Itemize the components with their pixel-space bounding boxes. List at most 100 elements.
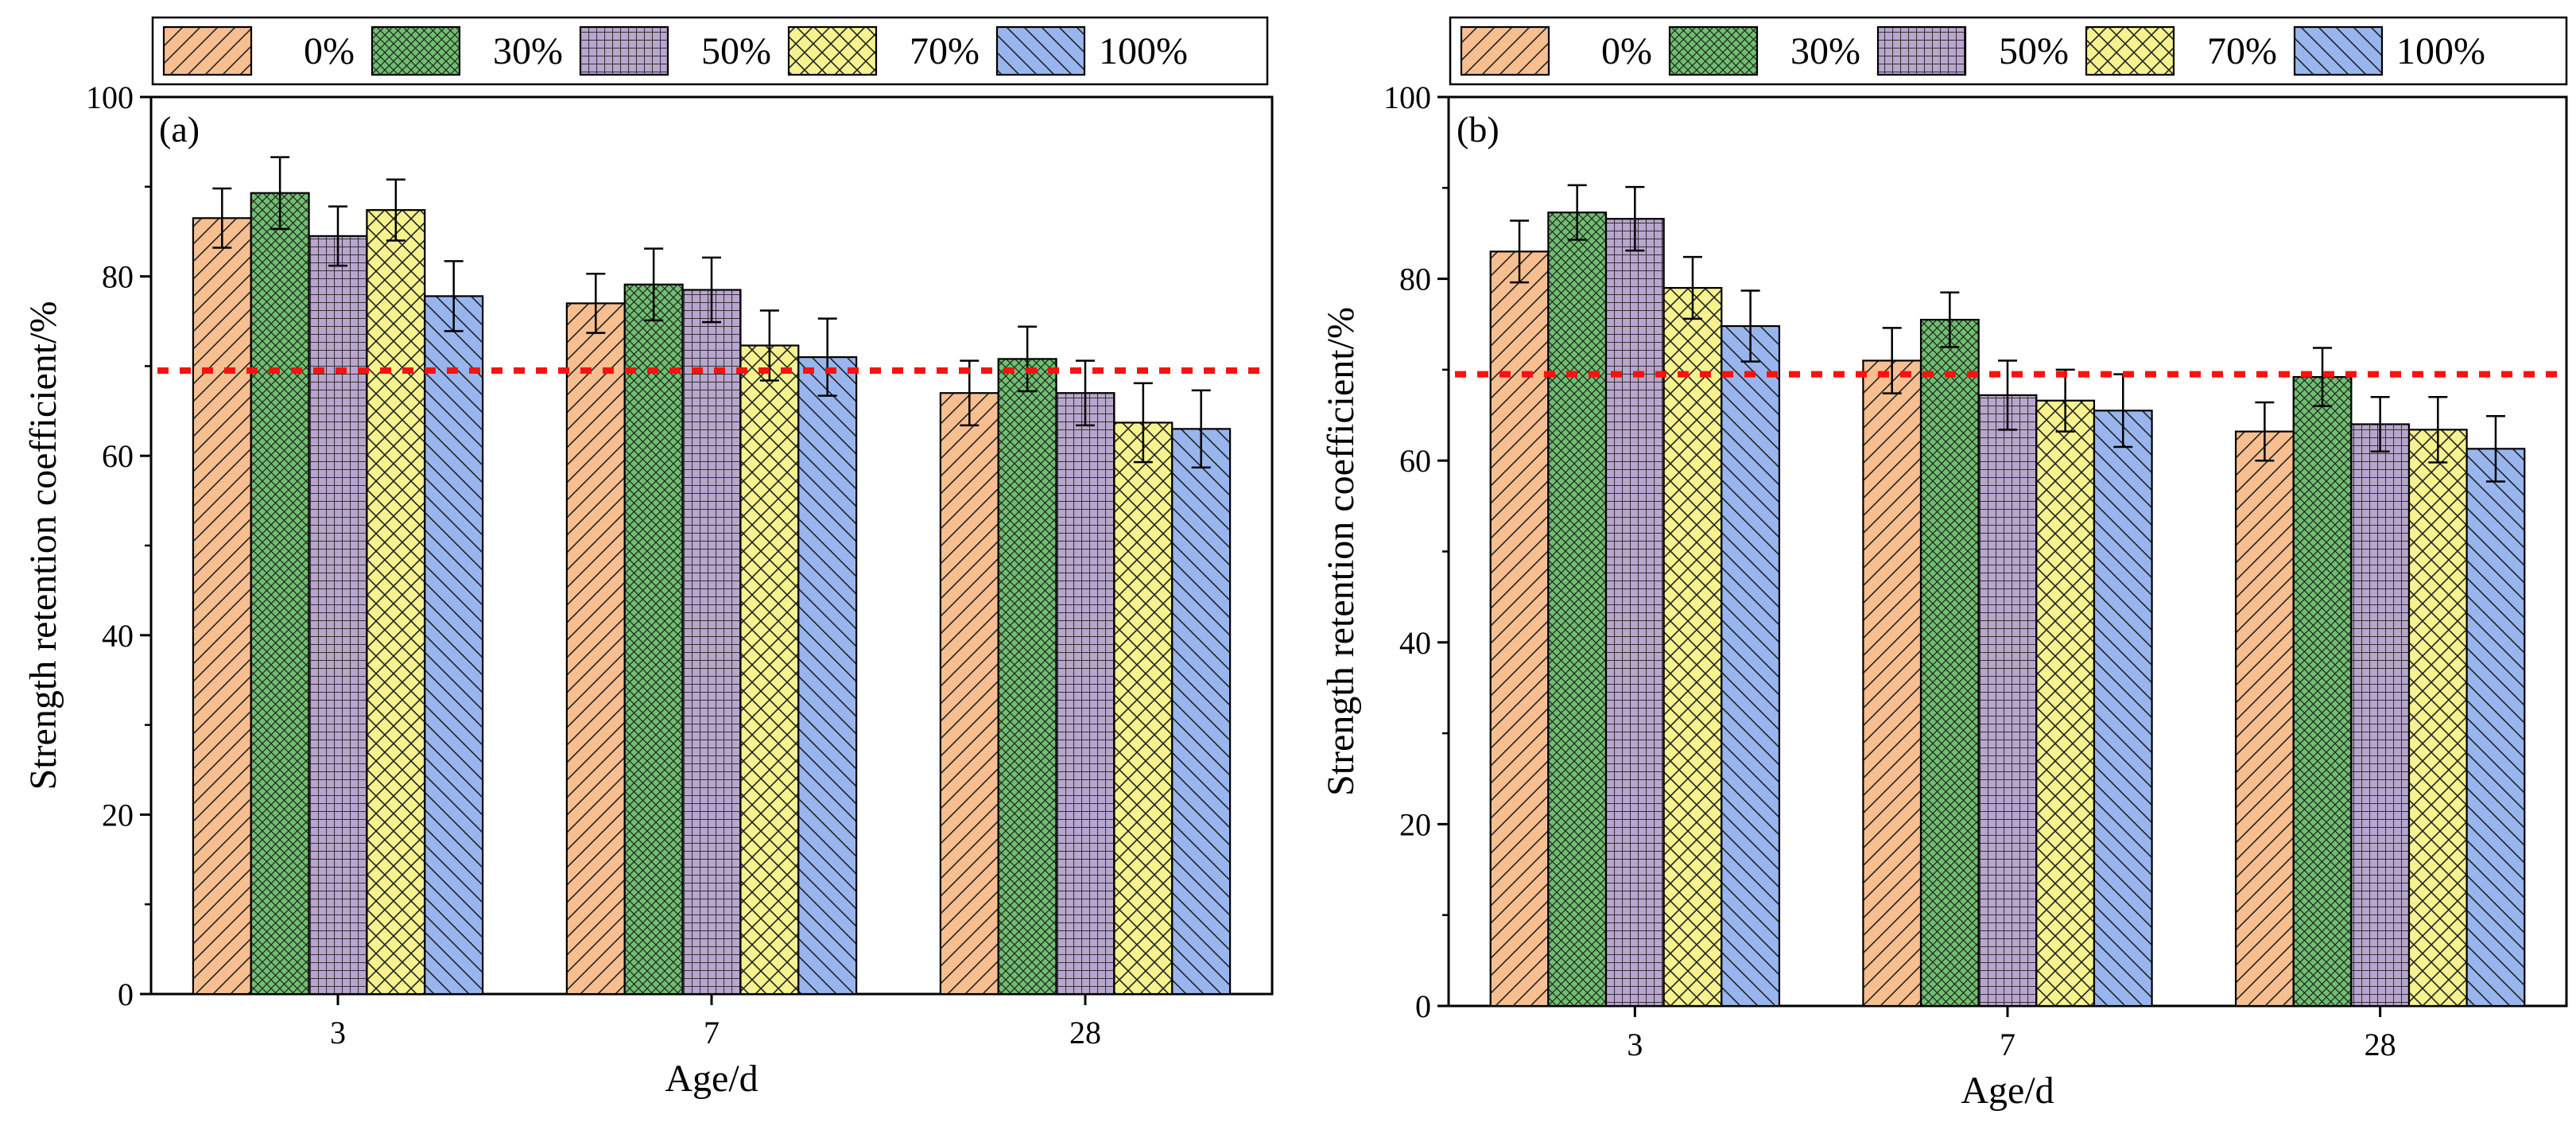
legend-swatch — [370, 25, 461, 76]
y-tick-label: 100 — [86, 80, 134, 115]
x-tick-label: 3 — [1627, 1027, 1643, 1062]
legend: 0% 30% 50% 70% 100% — [1449, 16, 2568, 86]
y-tick-label: 100 — [1383, 80, 1431, 115]
bar — [1489, 250, 1550, 1008]
error-bar — [1018, 325, 1038, 393]
x-tick-label: 28 — [2365, 1027, 2396, 1062]
y-axis-title: Strength retention coefficient/% — [1320, 307, 1362, 796]
error-bar — [2313, 347, 2333, 407]
legend-label: 30% — [493, 30, 563, 72]
x-tick-label: 3 — [330, 1015, 346, 1050]
error-bar — [1567, 184, 1587, 241]
chart-panel-a: 0 20 40 60 80 100 3 7 28 (a) Age/d Strength retenti… — [22, 16, 1274, 1100]
error-bar — [2428, 395, 2448, 464]
bar — [1919, 318, 1980, 1008]
error-bar — [1076, 359, 1095, 427]
bar — [797, 356, 858, 996]
y-tick-label: 40 — [102, 618, 134, 654]
y-tick-label: 0 — [118, 977, 134, 1012]
bar — [1721, 324, 1781, 1008]
error-bar — [2370, 395, 2390, 453]
error-bar — [2255, 401, 2275, 462]
legend-label: 0% — [304, 30, 355, 72]
legend-swatch — [162, 25, 253, 76]
bar — [2350, 423, 2411, 1008]
bar — [1862, 359, 1922, 1008]
legend-swatch — [579, 25, 669, 76]
bar — [1171, 428, 1232, 996]
error-bar — [212, 187, 232, 249]
x-axis-title: Age/d — [1961, 1070, 2054, 1112]
bar — [1055, 392, 1115, 996]
bar — [1113, 421, 1174, 996]
legend-swatch — [1668, 25, 1759, 76]
y-tick-label: 60 — [1399, 443, 1431, 479]
y-tick-label: 80 — [102, 259, 134, 295]
bar — [2465, 448, 2526, 1008]
legend-swatch — [995, 25, 1086, 76]
panel-label: (b) — [1457, 109, 1499, 150]
chart-panel-b: 0 20 40 60 80 100 3 7 28 (b) Age/d Strength retenti… — [1320, 16, 2568, 1112]
bar — [1977, 394, 2038, 1008]
error-bar — [1191, 389, 1211, 469]
error-bar — [1998, 359, 2017, 431]
x-tick-label: 7 — [704, 1015, 720, 1050]
legend-label: 50% — [701, 30, 771, 72]
x-axis-title: Age/d — [665, 1058, 758, 1100]
error-bar — [270, 156, 290, 231]
x-tick-label: 7 — [2000, 1027, 2015, 1062]
error-bar — [386, 178, 405, 242]
error-bar — [1133, 382, 1153, 464]
x-tick-label: 28 — [1069, 1015, 1101, 1050]
error-bar — [2485, 414, 2505, 483]
bar — [1547, 212, 1608, 1008]
bar — [997, 358, 1057, 996]
legend-label: 100% — [2396, 30, 2485, 72]
legend-swatch — [1876, 25, 1967, 76]
legend-swatch — [787, 25, 878, 76]
bar — [681, 289, 742, 996]
error-bar — [328, 205, 347, 267]
y-tick-label: 40 — [1399, 625, 1431, 661]
legend-swatch — [2293, 25, 2384, 76]
error-bar — [586, 272, 606, 334]
legend-swatch — [2085, 25, 2175, 76]
y-tick-label: 0 — [1415, 988, 1431, 1024]
panel-label: (a) — [159, 109, 200, 150]
y-tick-label: 80 — [1399, 262, 1431, 297]
legend-label: 0% — [1601, 30, 1652, 72]
error-bar — [1740, 289, 1760, 363]
legend-label: 70% — [2207, 30, 2277, 72]
error-bar — [1510, 219, 1530, 284]
bar — [2093, 410, 2153, 1008]
bar — [2234, 430, 2295, 1008]
bar — [250, 192, 310, 996]
error-bar — [817, 317, 837, 397]
error-bar — [644, 247, 664, 322]
bar — [424, 295, 484, 996]
bar — [308, 235, 368, 996]
bar — [939, 392, 999, 996]
bar — [2035, 399, 2096, 1008]
bar — [739, 344, 800, 996]
legend-swatch — [1460, 25, 1550, 76]
bar — [2292, 375, 2353, 1008]
bar — [192, 217, 252, 996]
legend-label: 100% — [1099, 30, 1188, 72]
legend-label: 50% — [1999, 30, 2069, 72]
y-tick-label: 20 — [1399, 806, 1431, 842]
error-bar — [444, 260, 464, 332]
legend-label: 30% — [1790, 30, 1860, 72]
y-tick-label: 60 — [102, 438, 134, 474]
y-tick-label: 20 — [102, 797, 134, 833]
bar — [623, 283, 684, 996]
error-bar — [1625, 185, 1645, 252]
bar — [1662, 286, 1723, 1008]
bar — [565, 302, 626, 996]
error-bar — [2055, 368, 2075, 433]
legend: 0% 30% 50% 70% 100% — [151, 16, 1269, 86]
error-bar — [1940, 291, 1960, 348]
bar — [2407, 429, 2468, 1008]
bar — [366, 209, 426, 996]
